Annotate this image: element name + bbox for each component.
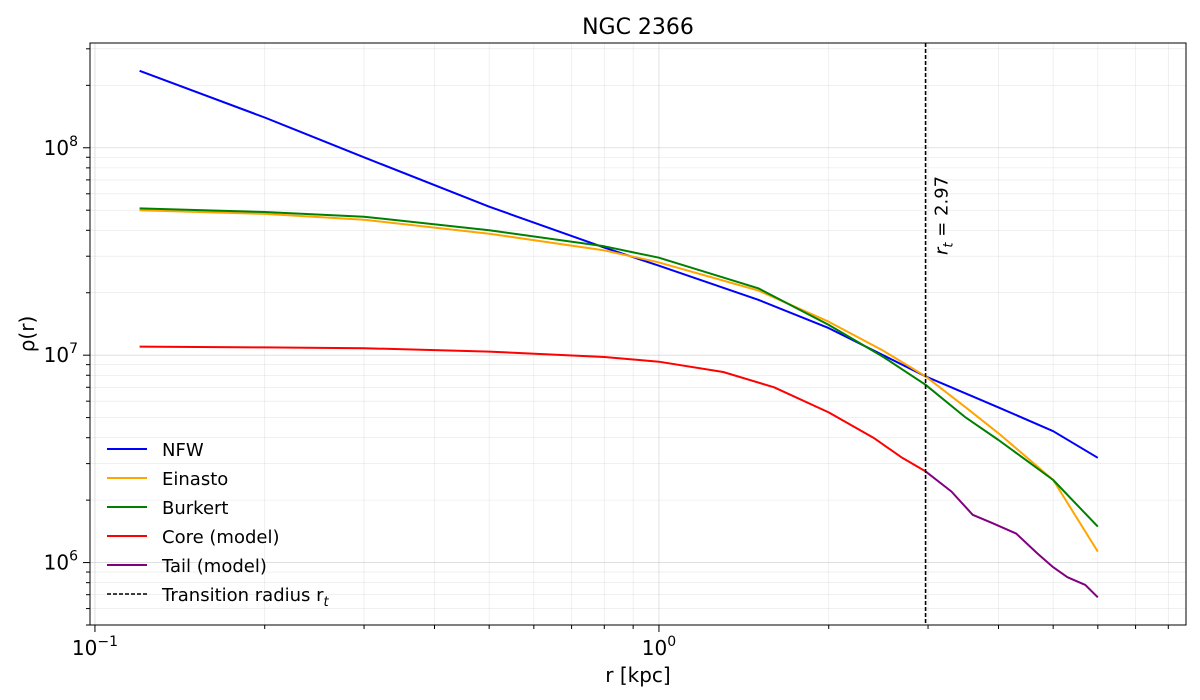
legend-entry: Core (model) xyxy=(162,527,279,548)
legend-entry: Tail (model) xyxy=(161,556,267,577)
y-tick-label: 108 xyxy=(44,134,78,160)
legend: NFW Einasto Burkert Core (model) Tail (model… xyxy=(107,440,330,610)
transition-radius-label: rt = 2.97 xyxy=(932,176,957,255)
legend-entry: Transition radius rt xyxy=(161,585,330,610)
y-tick-label: 106 xyxy=(44,549,78,575)
series-layer xyxy=(139,69,1099,599)
series-line xyxy=(139,69,1099,459)
legend-entry: NFW xyxy=(162,440,204,461)
y-tick-label: 107 xyxy=(44,341,78,367)
series-line xyxy=(139,207,1099,528)
x-axis-label: r [kpc] xyxy=(605,663,670,687)
plot-frame xyxy=(89,42,1187,626)
series-line xyxy=(924,470,1099,599)
legend-entry: Einasto xyxy=(162,469,228,490)
x-tick-label: 100 xyxy=(642,634,676,660)
grid xyxy=(90,43,1186,626)
x-tick-label: 10−1 xyxy=(72,634,118,660)
legend-entry: Burkert xyxy=(162,498,228,519)
series-line xyxy=(139,345,927,473)
ticks xyxy=(83,48,1169,632)
chart-title: NGC 2366 xyxy=(582,15,694,40)
transition-line-layer: rt = 2.97 xyxy=(924,43,957,625)
tick-labels: 10−1 100 106 107 108 xyxy=(44,134,677,660)
y-axis-label: ρ(r) xyxy=(15,316,39,353)
